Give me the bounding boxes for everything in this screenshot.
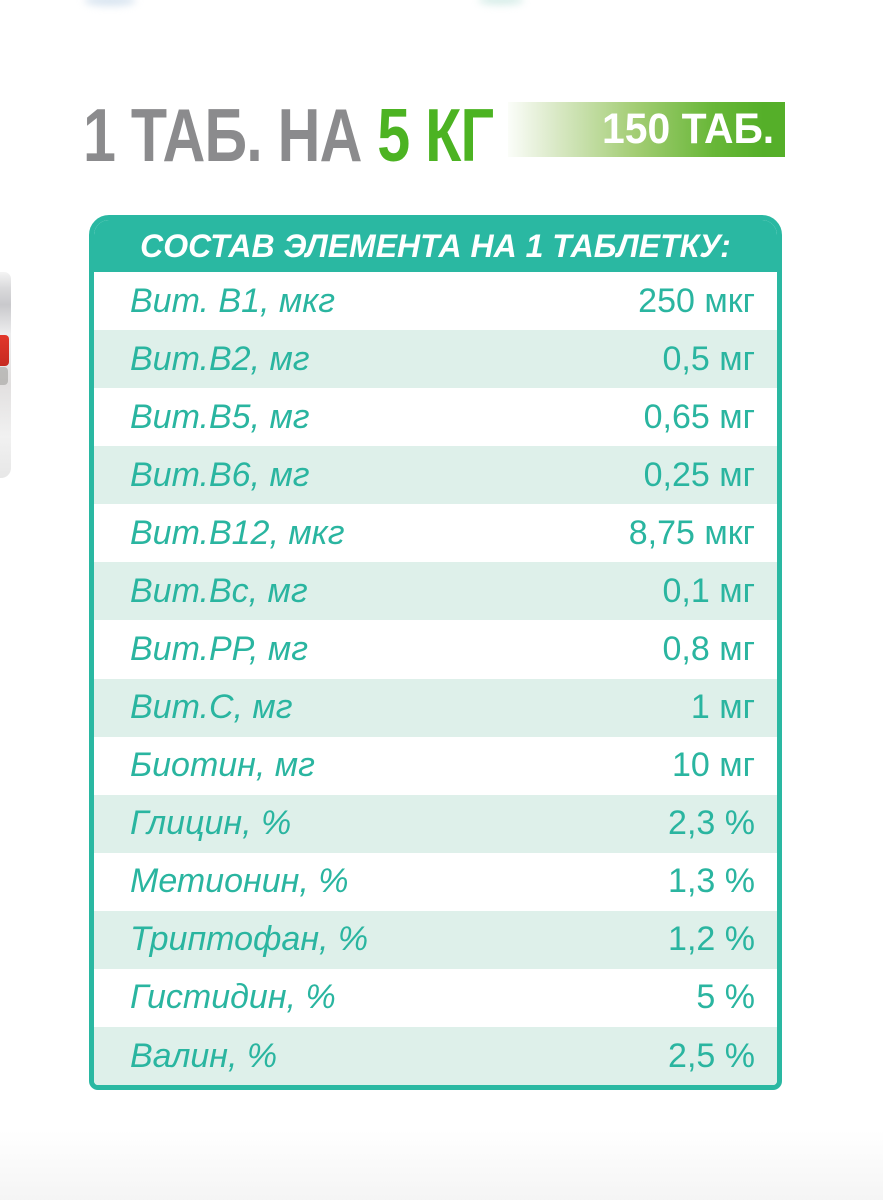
row-value: 8,75 мкг — [628, 513, 755, 552]
row-label: Гистидин, % — [130, 978, 336, 1017]
row-label: Метионин, % — [130, 862, 349, 901]
row-value: 1 мг — [690, 688, 755, 727]
table-row: Валин, % 2,5 % — [94, 1027, 777, 1085]
row-value: 2,5 % — [668, 1036, 755, 1075]
row-label: Вит. В1, мкг — [130, 281, 336, 320]
row-value: 5 % — [696, 978, 755, 1017]
tablet-count-badge: 150 ТАБ. — [508, 102, 785, 157]
row-label: Вит.РР, мг — [130, 630, 309, 668]
row-value: 0,25 мг — [643, 455, 755, 494]
weight-text: 5 КГ — [377, 93, 494, 177]
row-value: 0,8 мг — [662, 630, 756, 668]
table-row: Вит.РР, мг 0,8 мг — [94, 620, 777, 679]
row-value: 0,65 мг — [643, 397, 755, 436]
top-edge-smudge-left — [84, 0, 136, 6]
table-row: Метионин, % 1,3 % — [94, 852, 777, 911]
composition-rows: Вит. В1, мкг 250 мкг Вит.В2, мг 0,5 мг В… — [94, 272, 777, 1085]
table-row: Вит.В5, мг 0,65 мг — [94, 388, 777, 447]
row-value: 10 мг — [671, 746, 755, 785]
table-row: Вит.С, мг 1 мг — [94, 678, 777, 737]
bottle-red-label-fragment — [0, 335, 9, 366]
table-row: Вит.В2, мг 0,5 мг — [94, 330, 777, 389]
row-value: 0,5 мг — [662, 339, 756, 378]
row-label: Триптофан, % — [130, 920, 369, 959]
table-row: Глицин, % 2,3 % — [94, 794, 777, 853]
row-value: 1,2 % — [668, 920, 755, 959]
row-value: 2,3 % — [668, 804, 755, 843]
table-row: Триптофан, % 1,2 % — [94, 910, 777, 969]
row-label: Вит.В5, мг — [130, 397, 310, 436]
row-label: Вит.С, мг — [130, 688, 293, 727]
composition-panel: СОСТАВ ЭЛЕМЕНТА НА 1 ТАБЛЕТКУ: Вит. В1, … — [89, 215, 782, 1090]
row-value: 1,3 % — [668, 862, 755, 901]
row-label: Валин, % — [130, 1036, 278, 1075]
row-value: 250 мкг — [638, 281, 755, 320]
table-row: Вит. В1, мкг 250 мкг — [94, 272, 777, 331]
row-label: Вит.В2, мг — [130, 339, 310, 378]
bottle-shadow-fragment — [0, 367, 8, 385]
row-label: Вит.Вс, мг — [130, 571, 308, 610]
row-label: Глицин, % — [130, 804, 292, 843]
table-row: Вит.В12, мкг 8,75 мкг — [94, 504, 777, 563]
table-row: Вит.Вс, мг 0,1 мг — [94, 562, 777, 621]
bottom-fade-decoration — [0, 1130, 883, 1200]
row-label: Вит.В12, мкг — [130, 513, 345, 552]
dose-text: 1 ТАБ. НА — [83, 93, 378, 177]
composition-panel-header: СОСТАВ ЭЛЕМЕНТА НА 1 ТАБЛЕТКУ: — [94, 220, 777, 272]
top-edge-smudge-center — [478, 0, 524, 5]
dose-per-weight-title: 1 ТАБ. НА 5 КГ — [83, 98, 494, 173]
row-label: Вит.В6, мг — [130, 455, 310, 494]
tablet-count-label: 150 ТАБ. — [601, 105, 774, 153]
table-row: Биотин, мг 10 мг — [94, 736, 777, 795]
table-row: Вит.В6, мг 0,25 мг — [94, 446, 777, 505]
row-value: 0,1 мг — [662, 571, 756, 610]
row-label: Биотин, мг — [130, 746, 315, 785]
table-row: Гистидин, % 5 % — [94, 968, 777, 1028]
